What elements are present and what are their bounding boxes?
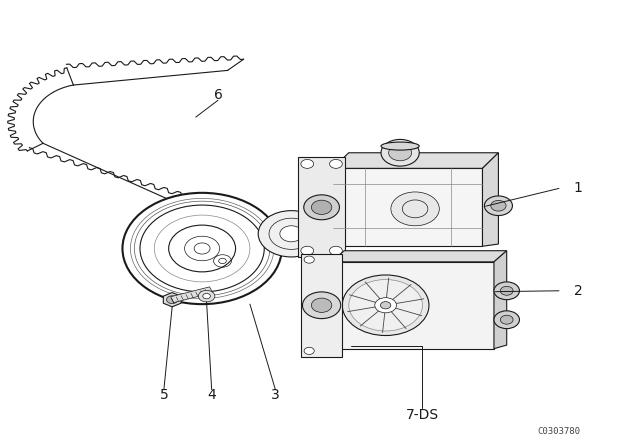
Text: 2: 2 [573, 284, 582, 298]
Circle shape [349, 280, 422, 331]
Circle shape [484, 196, 513, 215]
Circle shape [500, 315, 513, 324]
Circle shape [301, 246, 314, 255]
Polygon shape [483, 153, 499, 246]
Text: 6: 6 [214, 88, 223, 102]
Polygon shape [333, 168, 483, 246]
Polygon shape [332, 262, 494, 349]
Text: 1: 1 [573, 181, 582, 195]
Circle shape [330, 159, 342, 168]
Circle shape [494, 311, 520, 329]
Text: 4: 4 [207, 388, 216, 402]
Circle shape [342, 275, 429, 336]
Circle shape [312, 200, 332, 215]
Text: C0303780: C0303780 [538, 426, 580, 435]
Circle shape [122, 193, 282, 304]
Circle shape [494, 282, 520, 300]
Circle shape [304, 347, 314, 354]
Text: 5: 5 [159, 388, 168, 402]
Circle shape [166, 296, 178, 304]
Circle shape [391, 192, 439, 226]
Circle shape [301, 159, 314, 168]
Circle shape [304, 256, 314, 263]
Circle shape [304, 195, 339, 220]
Circle shape [500, 286, 513, 295]
Text: 3: 3 [271, 388, 280, 402]
Circle shape [491, 200, 506, 211]
Polygon shape [332, 251, 507, 262]
Circle shape [380, 302, 391, 309]
Circle shape [375, 297, 396, 313]
Polygon shape [301, 254, 342, 357]
Polygon shape [171, 287, 212, 302]
Text: 7-DS: 7-DS [405, 408, 438, 422]
Circle shape [203, 293, 211, 299]
Circle shape [381, 139, 419, 166]
Polygon shape [494, 251, 507, 349]
Circle shape [330, 246, 342, 255]
Circle shape [258, 211, 324, 257]
Circle shape [303, 292, 340, 319]
Circle shape [198, 290, 215, 302]
Polygon shape [333, 153, 499, 168]
Circle shape [388, 145, 412, 161]
Ellipse shape [381, 142, 419, 150]
Polygon shape [163, 293, 181, 307]
Circle shape [280, 226, 303, 242]
Circle shape [312, 298, 332, 312]
Polygon shape [298, 157, 346, 258]
